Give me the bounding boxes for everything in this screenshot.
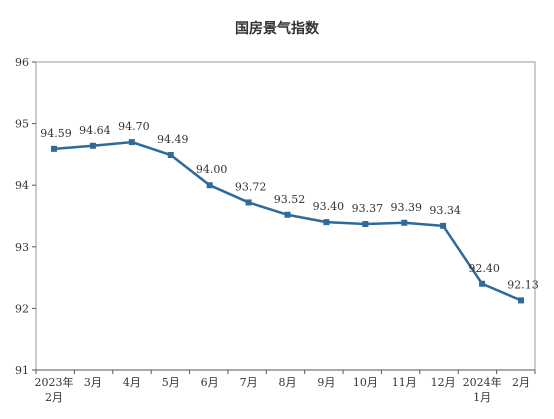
- data-label: 94.59: [40, 127, 72, 140]
- data-label: 93.39: [391, 201, 423, 214]
- x-tick-label: 12月: [431, 376, 456, 389]
- data-labels: 94.59 94.64 94.70 94.49 94.00 93.72 93.52 93.40…: [40, 120, 539, 291]
- data-point: [362, 221, 369, 228]
- data-point: [440, 222, 447, 229]
- data-point: [206, 182, 213, 189]
- data-label: 92.40: [468, 262, 500, 275]
- x-tick-label: 10月: [353, 376, 378, 389]
- y-tick-label: 96: [15, 56, 29, 69]
- y-tick-label: 93: [15, 241, 29, 254]
- data-point: [89, 142, 96, 149]
- y-tick-label: 95: [15, 118, 29, 131]
- data-point: [167, 152, 174, 159]
- data-label: 94.49: [157, 133, 189, 146]
- y-axis: 91 92 93 94 95 96: [15, 56, 36, 377]
- x-tick-label: 2023年 2月: [35, 375, 74, 404]
- data-point: [323, 219, 330, 226]
- data-point: [284, 211, 291, 218]
- x-tick-label: 2月: [512, 376, 530, 389]
- x-tick-label: 9月: [317, 376, 335, 389]
- data-label: 94.00: [196, 163, 228, 176]
- data-label: 94.64: [79, 124, 111, 137]
- chart-title: 国房景气指数: [235, 21, 319, 37]
- data-label: 93.52: [274, 193, 306, 206]
- x-tick-label: 7月: [240, 376, 258, 389]
- x-tick-label: 2024年 1月: [463, 375, 502, 404]
- data-label: 93.40: [313, 200, 345, 213]
- x-tick-label: 6月: [201, 376, 219, 389]
- data-point: [51, 145, 57, 152]
- x-tick-label: 4月: [123, 376, 141, 389]
- data-point: [518, 297, 524, 304]
- data-label: 94.70: [118, 120, 150, 133]
- x-axis: 2023年 2月 3月 4月 5月 6月 7月 8月 9月 10月 11月 12月 2024年 1月 2月: [35, 370, 536, 404]
- data-label: 93.34: [429, 204, 461, 217]
- data-point: [401, 219, 408, 226]
- data-label: 92.13: [507, 278, 539, 291]
- data-point: [128, 139, 135, 146]
- x-tick-label: 3月: [84, 376, 102, 389]
- y-tick-label: 91: [15, 364, 29, 377]
- data-point: [479, 280, 486, 287]
- data-label: 93.37: [352, 202, 384, 215]
- y-tick-label: 92: [15, 302, 29, 315]
- x-tick-label: 8月: [279, 376, 297, 389]
- x-tick-label: 5月: [162, 376, 180, 389]
- y-tick-label: 94: [15, 179, 29, 192]
- series-line: [53, 140, 522, 302]
- data-label: 93.72: [235, 180, 267, 193]
- x-tick-label: 11月: [392, 376, 417, 389]
- data-points: [51, 139, 524, 304]
- data-point: [245, 199, 252, 206]
